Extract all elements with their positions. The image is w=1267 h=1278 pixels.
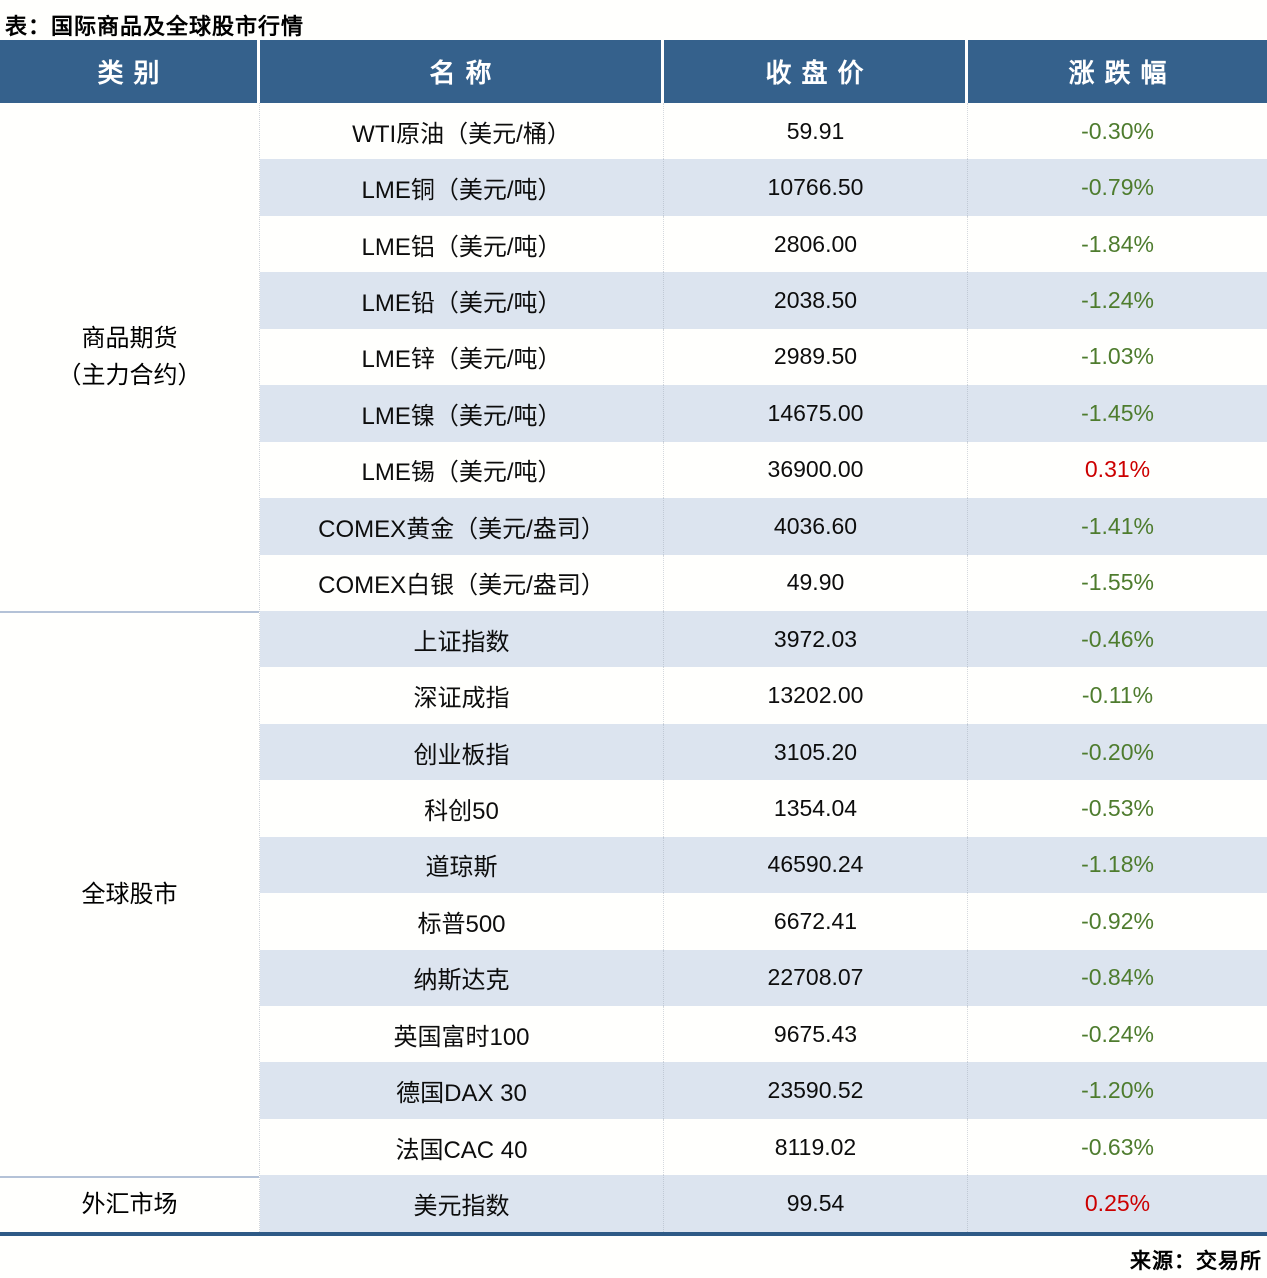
change-percent: 0.31% [1084,456,1151,483]
header-close-price: 收盘价 [664,40,968,103]
change-percent: -1.45% [1081,399,1154,426]
close-price: 9675.43 [664,1006,968,1063]
instrument-name: 德国DAX 30 [260,1062,664,1119]
table-row: LME锌（美元/吨） 2989.50 -1.03% [260,328,1267,386]
table-row: 德国DAX 30 23590.52 -1.20% [260,1062,1267,1119]
close-price: 8119.02 [664,1118,968,1176]
header-change: 涨跌幅 [968,40,1267,103]
close-price: 49.90 [664,554,968,611]
instrument-name: 科创50 [260,780,664,837]
table-row: COMEX白银（美元/盎司） 49.90 -1.55% [260,554,1267,611]
table-body: 商品期货 （主力合约） 全球股市 外汇市场 WTI原油（美元/桶） 59.91 … [0,103,1267,1232]
close-price: 22708.07 [664,949,968,1006]
close-price: 4036.60 [664,498,968,555]
change-percent: 0.25% [1084,1190,1151,1217]
instrument-name: 创业板指 [260,723,664,781]
change-percent: -0.92% [1081,907,1154,934]
table-row: 科创50 1354.04 -0.53% [260,780,1267,837]
close-price: 10766.50 [664,159,968,216]
table-row: 英国富时100 9675.43 -0.24% [260,1006,1267,1063]
table-row: LME镍（美元/吨） 14675.00 -1.45% [260,385,1267,442]
instrument-name: 道琼斯 [260,836,664,894]
table-row: LME铝（美元/吨） 2806.00 -1.84% [260,215,1267,273]
change-percent: -0.20% [1081,738,1154,765]
table-row: 深证成指 13202.00 -0.11% [260,667,1267,724]
table-title: 表：国际商品及全球股市行情 [5,14,305,39]
instrument-name: COMEX白银（美元/盎司） [260,554,664,611]
category-cell-forex-market: 外汇市场 [0,1175,259,1232]
category-column: 商品期货 （主力合约） 全球股市 外汇市场 [0,103,260,1232]
table-row: COMEX黄金（美元/盎司） 4036.60 -1.41% [260,498,1267,555]
change-percent: -1.84% [1081,230,1154,257]
table-row: 纳斯达克 22708.07 -0.84% [260,949,1267,1006]
change-percent: -0.63% [1081,1133,1154,1160]
change-percent: -0.53% [1081,794,1154,821]
close-price: 13202.00 [664,667,968,724]
change-percent: -0.79% [1081,174,1154,201]
instrument-name: 标普500 [260,893,664,950]
close-price: 59.91 [664,103,968,160]
close-price: 2806.00 [664,215,968,273]
table-row: 上证指数 3972.03 -0.46% [260,610,1267,668]
instrument-name: LME镍（美元/吨） [260,385,664,442]
table-row: 创业板指 3105.20 -0.20% [260,723,1267,781]
table-row: 标普500 6672.41 -0.92% [260,893,1267,950]
table-row: 美元指数 99.54 0.25% [260,1175,1267,1232]
close-price: 3105.20 [664,723,968,781]
instrument-name: LME铜（美元/吨） [260,159,664,216]
change-percent: -1.24% [1081,287,1154,314]
instrument-name: LME锌（美元/吨） [260,328,664,386]
change-percent: -1.41% [1081,512,1154,539]
instrument-name: LME锡（美元/吨） [260,441,664,499]
close-price: 46590.24 [664,836,968,894]
market-table: 类别 名称 收盘价 涨跌幅 商品期货 （主力合约） 全球股市 外汇市场 WTI原… [0,40,1267,1232]
instrument-name: 深证成指 [260,667,664,724]
change-percent: -1.18% [1081,851,1154,878]
close-price: 1354.04 [664,780,968,837]
table-row: 道琼斯 46590.24 -1.18% [260,836,1267,894]
instrument-name: 纳斯达克 [260,949,664,1006]
change-percent: -1.03% [1081,343,1154,370]
instrument-name: 上证指数 [260,610,664,668]
table-row: LME铜（美元/吨） 10766.50 -0.79% [260,159,1267,216]
category-cell-commodity-futures: 商品期货 （主力合约） [57,324,202,390]
instrument-name: LME铝（美元/吨） [260,215,664,273]
change-percent: -0.46% [1081,625,1154,652]
close-price: 6672.41 [664,893,968,950]
header-name: 名称 [260,40,664,103]
header-category: 类别 [0,40,260,103]
table-header-row: 类别 名称 收盘价 涨跌幅 [0,40,1267,103]
close-price: 2989.50 [664,328,968,386]
close-price: 23590.52 [664,1062,968,1119]
close-price: 3972.03 [664,610,968,668]
instrument-name: 英国富时100 [260,1006,664,1063]
close-price: 99.54 [664,1175,968,1232]
instrument-name: 法国CAC 40 [260,1118,664,1176]
change-percent: -1.55% [1081,569,1154,596]
change-percent: -1.20% [1081,1077,1154,1104]
change-percent: -0.84% [1081,964,1154,991]
change-percent: -0.30% [1081,117,1154,144]
instrument-name: WTI原油（美元/桶） [260,103,664,160]
source-note: 来源：交易所 [0,1231,1267,1275]
instrument-name: 美元指数 [260,1175,664,1232]
instrument-name: LME铅（美元/吨） [260,272,664,329]
change-percent: -0.24% [1081,1020,1154,1047]
change-percent: -0.11% [1081,682,1154,709]
category-cell-global-stocks: 全球股市 [0,611,259,1176]
table-row: LME锡（美元/吨） 36900.00 0.31% [260,441,1267,499]
instrument-name: COMEX黄金（美元/盎司） [260,498,664,555]
close-price: 2038.50 [664,272,968,329]
table-row: 法国CAC 40 8119.02 -0.63% [260,1118,1267,1176]
table-row: WTI原油（美元/桶） 59.91 -0.30% [260,103,1267,160]
close-price: 14675.00 [664,385,968,442]
close-price: 36900.00 [664,441,968,499]
table-row: LME铅（美元/吨） 2038.50 -1.24% [260,272,1267,329]
table-rows: WTI原油（美元/桶） 59.91 -0.30% LME铜（美元/吨） 1076… [260,103,1267,1232]
